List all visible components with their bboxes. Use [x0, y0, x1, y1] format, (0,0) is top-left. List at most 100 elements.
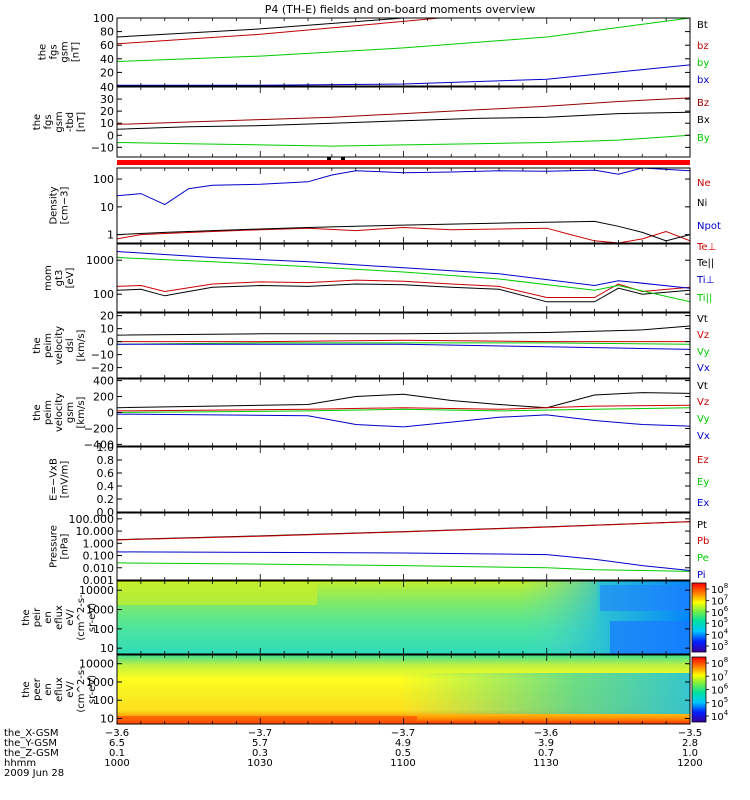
series-line-fgs_gsm [117, 18, 690, 62]
colorbar-tick-label: 108 [711, 656, 728, 670]
series-line-peim_velocity_gsm [117, 404, 690, 412]
panel-frame [116, 312, 691, 379]
legend-entry: Vy [697, 347, 710, 358]
legend-entry: Ne [697, 178, 711, 189]
y-tick-label: 10 [100, 323, 114, 336]
y-axis-label: (cm^2-s- [76, 594, 87, 641]
y-tick-label: 0.010 [83, 562, 115, 575]
colorbar-tick-label: 105 [711, 616, 728, 630]
y-axis-label: velocity [54, 326, 65, 365]
heatmap-peer_en_eflux [117, 655, 690, 724]
footer-value: −3.5 [678, 728, 702, 739]
y-axis-label: [eV] [65, 268, 76, 289]
y-axis-label: sr-eV) [87, 675, 98, 704]
series-line-temperature [117, 251, 690, 289]
panel-frame [116, 378, 691, 447]
series-line-peim_velocity_gsm [117, 392, 690, 409]
footer-value: 6.5 [109, 738, 125, 749]
y-tick-label: 10.000 [76, 525, 115, 538]
series-line-peim_velocity_dsl [117, 339, 690, 343]
footer-value: 0.3 [252, 748, 268, 759]
legend-entry: Bx [697, 115, 710, 126]
series-group-pressure [117, 521, 690, 572]
colorbar-peer_en_eflux [691, 656, 707, 723]
colorbar-tick-label: 104 [711, 709, 729, 723]
y-tick-label: 10 [100, 201, 114, 214]
series-line-fgs_gsm_tbd [117, 134, 690, 147]
status-bar [117, 160, 690, 165]
y-tick-label: 40 [100, 53, 114, 66]
y-axis-label: the [32, 337, 43, 353]
y-axis-label: gsm [54, 111, 65, 132]
panel-density: Ne Ni Npot 100 10 1 Density [cm−3] [49, 167, 721, 244]
footer-value: −3.7 [248, 728, 272, 739]
y-tick-label: −20 [91, 362, 114, 375]
y-tick-label: 0.001 [83, 574, 115, 587]
y-tick-label: −200 [84, 422, 114, 435]
legend-entry: Ez [697, 455, 709, 466]
legend-entry: bz [697, 41, 709, 52]
heatmap-low-energy [117, 716, 417, 724]
colorbar-tick-label: 108 [711, 582, 728, 596]
heatmap-high-energy [117, 581, 317, 605]
panel-peim_velocity_gsm: Vt Vz Vy Vx 400 200 0 −200 −400 the peim velocity gs… [32, 375, 710, 452]
series-line-pressure [117, 521, 690, 541]
series-group-peim_velocity_dsl [117, 325, 690, 350]
y-axis-label: mom [43, 265, 54, 291]
heatmap-top-right [600, 585, 690, 611]
series-line-density [117, 220, 690, 242]
y-tick-label: 0.4 [97, 480, 115, 493]
y-axis-label: E=−VxB [49, 458, 60, 501]
series-line-peim_velocity_dsl [117, 342, 690, 345]
y-tick-label: 30 [100, 93, 114, 106]
y-axis-label: en [43, 683, 54, 696]
footer-date: 2009 Jun 28 [4, 768, 64, 779]
y-tick-label: 10 [100, 713, 114, 726]
y-axis-label: [mV/m] [60, 461, 71, 499]
legend-entry: Pt [697, 520, 707, 531]
legend-entry: Vx [697, 431, 710, 442]
y-axis-label: Density [49, 186, 60, 224]
series-line-fgs_gsm_tbd [117, 97, 690, 125]
y-tick-label: 1000 [86, 676, 114, 689]
legend-entry: Pi [697, 570, 706, 581]
y-tick-label: 1 [107, 229, 114, 242]
footer-row-label: the_Z-GSM [4, 748, 59, 759]
y-tick-label: 1000 [86, 254, 114, 267]
legend-entry: Vz [697, 397, 709, 408]
legend-entry: Ti|| [696, 293, 712, 304]
y-tick-label: 1000 [86, 604, 114, 617]
y-axis-label: eflux [54, 677, 65, 702]
y-axis-label: peir [32, 607, 43, 627]
series-group-peim_velocity_gsm [117, 392, 690, 428]
y-tick-label: 20 [100, 310, 114, 323]
y-axis-label: fgs [43, 114, 54, 129]
series-line-peim_velocity_gsm [117, 413, 690, 428]
y-axis-label: -tbd [65, 112, 76, 132]
y-axis-label: gsm [65, 402, 76, 423]
y-tick-label: 100 [93, 12, 114, 25]
footer-value: −3.7 [391, 728, 415, 739]
footer-row-label: the_X-GSM [4, 728, 58, 739]
footer-axis-table: the_X-GSM −3.6 −3.7 −3.7 −3.6 −3.5 the_Y-GSM 6.… [4, 728, 703, 779]
colorbar-tick-label: 107 [711, 593, 728, 607]
y-axis-label: peim [43, 400, 54, 425]
y-axis-label: fgs [49, 44, 60, 59]
colorbar-tick-label: 106 [711, 605, 729, 619]
y-axis-label: eV/ [65, 681, 76, 698]
y-axis-label: dsl [65, 338, 76, 352]
series-line-temperature [117, 283, 690, 303]
series-group-fgs_gsm_tbd [117, 97, 690, 147]
panel-e_vxb: Ez Ey Ex 1.00.80.60.40.20.0 E=−VxB [mV/m] [49, 441, 710, 519]
panel-pressure: Pt Pb Pe Pi 100.00010.0001.0000.1000.0100.00… [49, 512, 709, 587]
y-axis-label: gsm [60, 41, 71, 62]
legend-entry: By [697, 133, 710, 144]
y-tick-label: 400 [93, 375, 114, 388]
colorbar-peir_en_eflux [691, 582, 707, 653]
footer-value: −3.6 [105, 728, 129, 739]
footer-value: 1000 [104, 758, 129, 769]
y-tick-label: 0.100 [83, 550, 115, 563]
